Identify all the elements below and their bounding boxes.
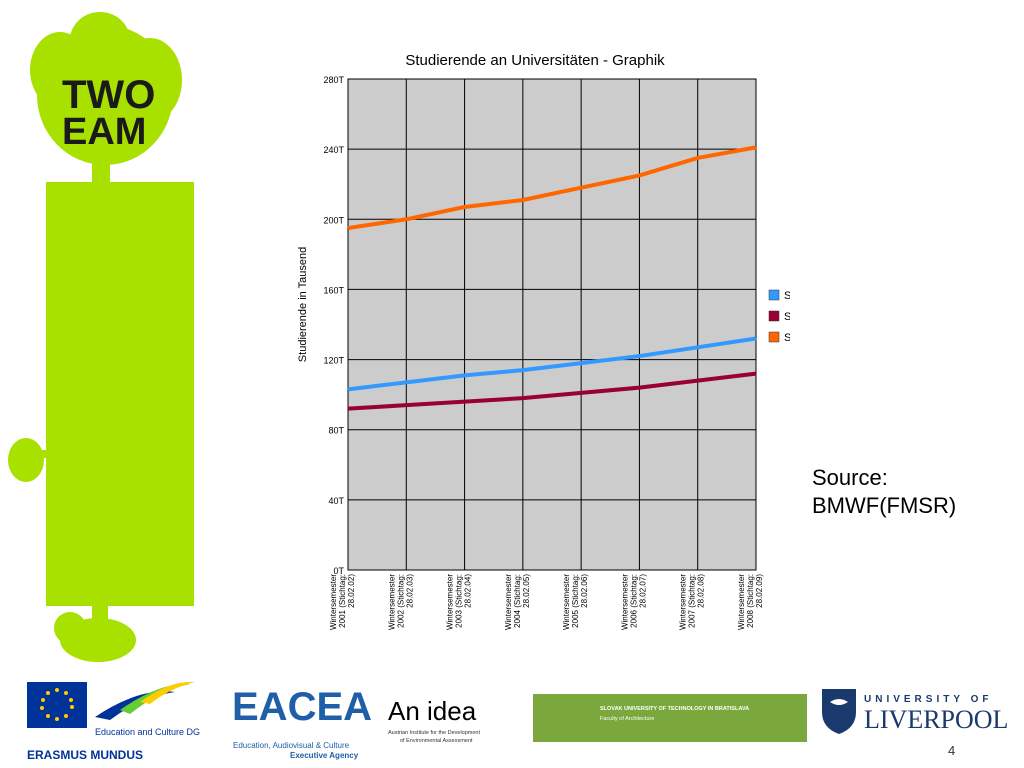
liverpool-crest-icon [822,689,856,734]
series-line [347,336,757,392]
y-tick-label: 160T [323,285,344,295]
x-tick-label-line: 2004 (Stichtag: [513,574,522,628]
source-note: Source: BMWF(FMSR) [812,464,1012,520]
x-tick-label: Wintersemester 2002 (Stichtag: 28.02.03) [387,574,414,630]
tree-bottom-icon [54,600,136,662]
x-tick-label: Wintersemester 2001 (Stichtag: 28.02.02) [329,574,356,630]
green-panel [46,182,194,606]
x-tick-label-line: 28.02.03) [405,574,414,608]
x-tick-label-line: Wintersemester [329,574,338,630]
y-tick-label: 40T [328,496,344,506]
legend-swatch [768,331,780,343]
education-culture-dg: Education and Culture DG [95,727,200,737]
stu-banner [533,694,807,742]
x-tick-label-line: 2003 (Stichtag: [455,574,464,628]
x-tick-label-line: 2007 (Stichtag: [688,574,697,628]
legend-swatch [768,289,780,301]
y-tick-label: 200T [323,215,344,225]
x-tick-label: Wintersemester 2007 (Stichtag: 28.02.08) [679,574,706,630]
anidea-logo: An idea [388,696,477,726]
anidea-sub1: Austrian Institute for the Development [388,730,480,736]
x-tick-label-line: 28.02.08) [697,574,706,608]
x-tick-label-line: 28.02.05) [522,574,531,608]
eacea-sub1: Education, Audiovisual & Culture [233,741,350,750]
x-tick-label: Wintersemester 2006 (Stichtag: 28.02.07) [620,574,647,630]
series-line [347,371,757,411]
x-axis-ticks: Wintersemester 2001 (Stichtag: 28.02.02) Wi… [329,574,764,630]
source-value: BMWF(FMSR) [812,493,957,518]
y-tick-label: 80T [328,426,344,436]
y-axis-label: Studierende in Tausend [297,247,309,362]
legend-swatch [768,310,780,322]
liverpool-line1: UNIVERSITY OF [864,694,993,705]
series-line [347,145,757,231]
x-tick-label-line: Wintersemester [737,574,746,630]
x-tick-label-line: 28.02.07) [638,574,647,608]
x-tick-label: Wintersemester 2004 (Stichtag: 28.02.05) [504,574,531,630]
footer-logos: Education and Culture DG ERASMUS MUNDUS … [27,681,1008,762]
grid-lines [347,78,757,571]
logo-eam: EAM [62,111,146,153]
y-axis-ticks: 0T 40T 80T 120T 160T 200T 240T 280T [323,75,344,576]
chart-title: Studierende an Universitäten - Graphik [405,52,665,69]
y-tick-label: 280T [323,75,344,85]
x-tick-label-line: 2001 (Stichtag: [338,574,347,628]
plot-area [347,78,757,571]
legend: Studierende,Frauen Studierende,Männer Stud… [768,289,790,344]
eacea-sub2: Executive Agency [290,751,359,760]
series-lines [347,145,757,411]
x-tick-label-line: Wintersemester [387,574,396,630]
y-tick-label: 0T [333,566,344,576]
x-tick-label-line: Wintersemester [562,574,571,630]
x-tick-label-line: Wintersemester [679,574,688,630]
x-tick-label-line: 2008 (Stichtag: [746,574,755,628]
x-tick-label: Wintersemester 2003 (Stichtag: 28.02.04) [446,574,473,630]
stu-line1: SLOVAK UNIVERSITY OF TECHNOLOGY IN BRATI… [600,706,749,712]
legend-label: Studierende,Gesamt [784,332,790,344]
line-chart: Studierende an Universitäten - Graphik 0… [297,52,790,630]
legend-label: Studierende,Frauen [784,290,790,302]
liverpool-line2: LIVERPOOL [864,705,1008,734]
x-tick-label-line: 28.02.09) [755,574,764,608]
logo-two: TWO [62,73,155,117]
x-tick-label-line: Wintersemester [446,574,455,630]
anidea-sub2: of Environmental Assessment [400,738,473,744]
page-number: 4 [948,743,956,758]
x-tick-label-line: Wintersemester [620,574,629,630]
side-decoration: TWO EAM [8,12,194,662]
bush-icon [8,438,48,482]
eacea-logo: EACEA [232,685,372,729]
source-label: Source: [812,465,888,490]
x-tick-label-line: 2006 (Stichtag: [629,574,638,628]
x-tick-label-line: Wintersemester [504,574,513,630]
tree-top-icon [30,12,182,185]
x-tick-label-line: 2002 (Stichtag: [396,574,405,628]
x-tick-label-line: 28.02.04) [464,574,473,608]
y-tick-label: 120T [323,356,344,366]
x-tick-label-line: 28.02.02) [347,574,356,608]
x-tick-label-line: 2005 (Stichtag: [571,574,580,628]
y-tick-label: 240T [323,145,344,155]
eu-flag-icon [27,682,87,728]
stu-line2: Faculty of Architecture [600,716,654,722]
legend-label: Studierende,Männer [784,311,790,323]
x-tick-label: Wintersemester 2008 (Stichtag: 28.02.09) [737,574,764,630]
erasmus-swoosh-icon [95,681,195,720]
x-tick-label-line: 28.02.06) [580,574,589,608]
erasmus-mundus-label: ERASMUS MUNDUS [27,748,143,762]
x-tick-label: Wintersemester 2005 (Stichtag: 28.02.06) [562,574,589,630]
